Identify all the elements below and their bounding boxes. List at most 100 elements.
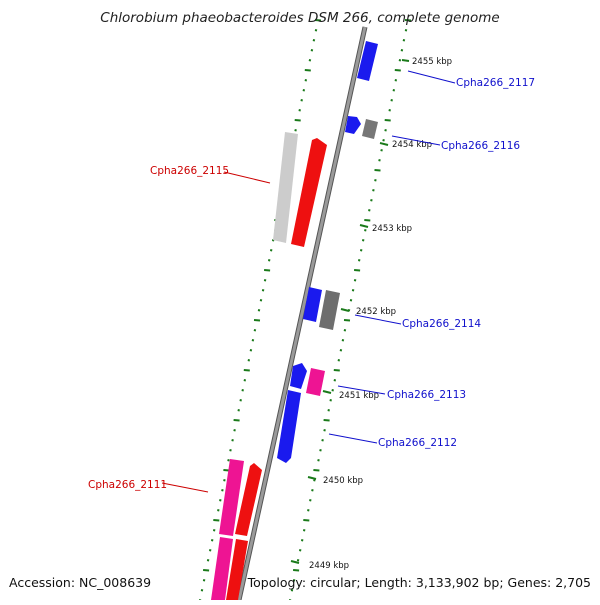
tick-mark	[231, 439, 234, 442]
gene-feature-2113a[interactable]	[290, 363, 307, 389]
gene-label-2114[interactable]: Cpha266_2114	[402, 318, 481, 330]
gene-feature-2113[interactable]	[306, 368, 325, 396]
gene-feature-2110[interactable]	[226, 539, 248, 600]
genome-backbone	[237, 26, 367, 601]
tick-mark	[394, 79, 398, 82]
kbp-label-2450: 2450 kbp	[323, 476, 363, 486]
tick-mark	[398, 59, 402, 62]
tick-mark	[313, 469, 320, 472]
tick-mark	[388, 109, 391, 112]
tick-mark	[321, 439, 324, 442]
gene-label-2113[interactable]: Cpha266_2113	[387, 389, 466, 401]
tick-mark	[329, 399, 332, 402]
tick-mark	[323, 419, 330, 422]
tick-mark	[314, 29, 318, 32]
gene-label-2111[interactable]: Cpha266_2111	[88, 479, 167, 491]
tick-mark	[253, 329, 257, 332]
tick-mark	[208, 549, 212, 552]
gene-label-2112[interactable]: Cpha266_2112	[378, 437, 457, 449]
tick-mark	[378, 159, 381, 162]
tick-mark	[374, 179, 377, 182]
tick-mark	[233, 419, 240, 422]
tick-mark	[212, 529, 216, 532]
tick-mark	[382, 139, 385, 142]
tick-mark	[302, 529, 306, 532]
tick-mark	[349, 299, 353, 302]
tick-mark	[233, 429, 236, 432]
tick-mark	[249, 349, 253, 352]
tick-mark	[404, 29, 408, 32]
gene-feature-2110a[interactable]	[211, 537, 233, 600]
tick-mark	[368, 209, 371, 212]
gene-feature-2111a[interactable]	[219, 459, 244, 536]
tick-mark	[290, 589, 294, 592]
tick-mark	[298, 549, 302, 552]
tick-mark	[247, 359, 251, 362]
gene-feature-2116a[interactable]	[345, 116, 361, 134]
gene-feature-2111[interactable]	[235, 463, 262, 536]
tick-mark	[333, 379, 337, 382]
tick-mark	[341, 339, 345, 342]
tick-mark	[303, 519, 310, 522]
tick-mark	[357, 259, 361, 262]
gene-label-2115[interactable]: Cpha266_2115	[150, 165, 229, 177]
tick-mark	[221, 489, 224, 492]
tick-mark	[261, 289, 265, 292]
gene-label-2116[interactable]: Cpha266_2116	[441, 140, 520, 152]
tick-mark	[380, 149, 383, 152]
tick-mark	[308, 59, 312, 62]
tick-mark	[343, 319, 351, 322]
tick-mark	[203, 569, 210, 572]
tick-mark	[319, 449, 322, 452]
genome-summary-text: Topology: circular; Length: 3,133,902 bp…	[247, 575, 591, 590]
tick-mark	[269, 249, 273, 252]
tick-mark	[337, 359, 341, 362]
gene-feature-2115a[interactable]	[273, 132, 298, 243]
gene-label-2117[interactable]: Cpha266_2117	[456, 77, 535, 89]
kbp-label-2454: 2454 kbp	[392, 140, 432, 150]
tick-mark	[317, 459, 320, 462]
gene-feature-2114a[interactable]	[303, 287, 322, 322]
tick-mark	[372, 189, 375, 192]
gene-feature-2114[interactable]	[319, 290, 340, 330]
tick-mark	[364, 229, 367, 232]
tick-mark	[354, 269, 361, 272]
tick-mark	[359, 249, 363, 252]
gene-feature-2112[interactable]	[277, 390, 301, 463]
tick-mark	[353, 279, 357, 282]
tick-mark	[302, 89, 306, 92]
tick-mark	[213, 519, 220, 522]
tick-mark	[402, 39, 406, 42]
tick-mark	[271, 239, 275, 242]
tick-mark	[339, 349, 343, 352]
tick-mark	[314, 19, 322, 22]
tick-mark	[392, 89, 396, 92]
tick-mark	[327, 409, 330, 412]
gene-feature-2115[interactable]	[291, 138, 327, 247]
kbp-label-2452: 2452 kbp	[356, 307, 396, 317]
tick-mark	[251, 339, 255, 342]
tick-mark	[229, 449, 232, 452]
tick-mark	[304, 79, 308, 82]
tick-mark	[364, 219, 371, 222]
tick-mark	[293, 569, 300, 572]
tick-mark	[239, 399, 242, 402]
tick-mark	[259, 299, 263, 302]
tick-mark	[351, 289, 355, 292]
tick-mark	[292, 579, 296, 582]
tick-mark	[219, 499, 222, 502]
tick-mark	[294, 119, 301, 122]
gene-feature-2116b[interactable]	[362, 119, 378, 139]
tick-mark	[264, 269, 271, 272]
tick-mark	[361, 239, 365, 242]
tick-mark	[257, 309, 261, 312]
tick-mark	[313, 479, 316, 482]
tick-mark	[404, 19, 412, 22]
tick-mark	[343, 329, 347, 332]
tick-mark	[253, 319, 261, 322]
gene-feature-2117[interactable]	[357, 41, 378, 81]
tick-mark	[331, 389, 334, 392]
tick-mark	[394, 69, 401, 72]
